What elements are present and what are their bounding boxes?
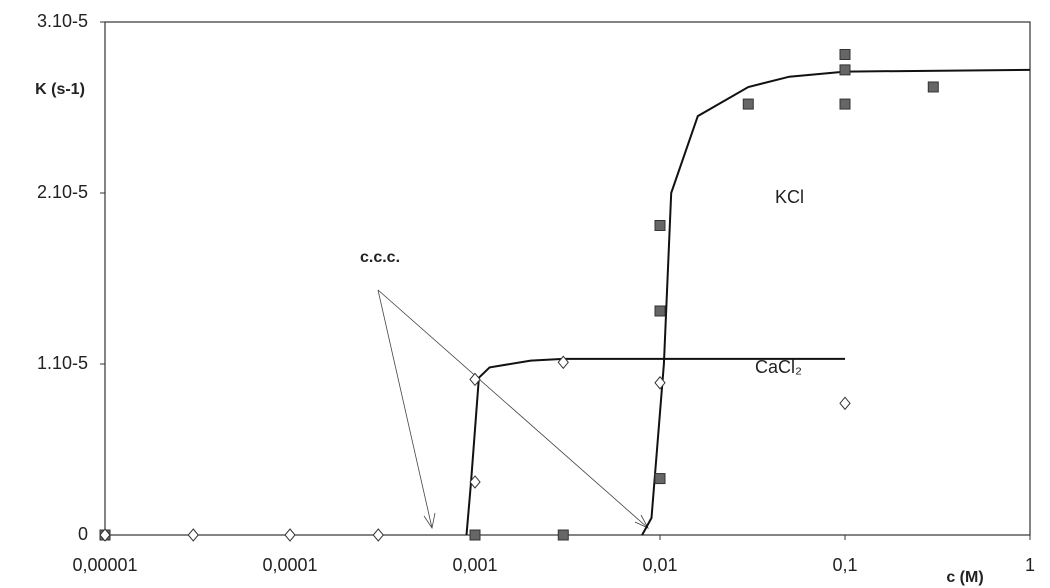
data-point [557,529,569,541]
data-point [469,372,481,387]
data-point [284,528,296,542]
y-tick-label: 3.10-5 [37,11,88,31]
data-point [654,473,666,485]
data-point [839,396,851,411]
data-point [469,475,481,489]
x-tick-label: 0,01 [642,555,677,575]
x-tick-label: 0,0001 [262,555,317,575]
data-point [927,81,939,93]
x-tick-label: 0,001 [452,555,497,575]
x-tick-label: 1 [1025,555,1035,575]
data-point [187,528,199,542]
x-axis-label: c (M) [946,569,983,586]
data-point [839,64,851,76]
annotation: c.c.c. [360,249,400,266]
data-point [654,305,666,317]
data-point [654,219,666,231]
series-label: CaCl₂ [755,357,802,377]
data-point [372,528,384,542]
y-tick-label: 0 [78,524,88,544]
data-point [99,528,111,542]
plot-frame [104,21,1031,536]
annotation-arrows [377,289,649,530]
data-point [557,355,569,370]
x-tick-label: 0,1 [832,555,857,575]
y-tick-label: 1.10-5 [37,353,88,373]
data-point [839,98,851,110]
data-point [839,48,851,60]
fit-line [465,357,845,536]
y-axis-label: K (s-1) [35,81,85,98]
fit-line [641,68,1031,536]
series-label: KCl [775,187,804,207]
y-tick-label: 2.10-5 [37,182,88,202]
x-tick-label: 0,00001 [72,555,137,575]
data-point [469,529,481,541]
data-point [654,376,666,390]
data-point [742,98,754,110]
